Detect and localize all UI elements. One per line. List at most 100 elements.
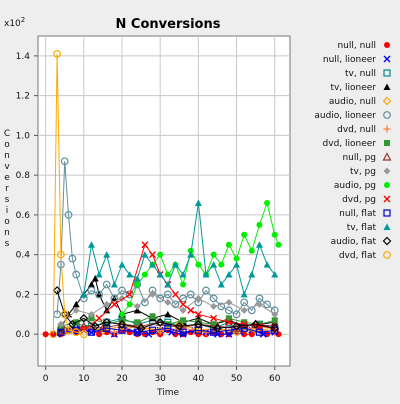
data-point-audio-pg <box>210 251 217 258</box>
y-axis-label-char: i <box>6 206 9 216</box>
data-point-tv-flat <box>133 275 141 282</box>
data-point-dvd-flat <box>72 328 81 337</box>
chart-title: N Conversions <box>116 17 221 32</box>
y-axis-label-char: v <box>4 162 10 172</box>
data-point-null-pg <box>98 323 108 332</box>
data-point-audio-pg <box>256 221 263 228</box>
data-point-audio-pg <box>233 255 240 262</box>
data-point-tv-pg <box>255 300 263 308</box>
legend-marker-audio-null <box>382 96 392 106</box>
legend-label: dvd, pg <box>342 195 376 205</box>
data-point-audio-lioneer <box>202 286 210 295</box>
y-tick-label: 0.4 <box>16 251 31 261</box>
data-point-tv-pg <box>240 306 248 314</box>
data-point-dvd-pg <box>141 241 149 249</box>
data-point-null-flat <box>210 328 218 336</box>
legend-label: tv, null <box>345 69 376 79</box>
data-point-audio-flat <box>90 321 100 331</box>
data-point-tv-flat <box>118 261 126 268</box>
legend-label: tv, pg <box>350 167 376 177</box>
x-tick-label: 10 <box>78 374 90 384</box>
legend-marker-dvd-pg <box>383 195 391 203</box>
y-tick-label: 0.8 <box>16 171 31 181</box>
series-audio-flat <box>52 286 280 333</box>
data-point-tv-lioneer <box>72 300 80 308</box>
data-point-tv-flat <box>233 261 241 268</box>
legend-label: audio, lioneer <box>314 111 376 121</box>
x-tick-label: 60 <box>269 374 281 384</box>
data-point-tv-lioneer <box>133 306 141 314</box>
data-point-null-lioneer <box>145 330 153 338</box>
data-point-audio-pg <box>241 231 248 238</box>
data-point-tv-flat <box>248 271 256 278</box>
data-point-audio-pg <box>141 271 148 278</box>
legend-item-null-null: null, null <box>337 41 390 51</box>
data-point-tv-flat <box>171 261 179 268</box>
data-point-tv-flat <box>80 290 88 298</box>
data-point-tv-flat <box>156 271 164 278</box>
data-point-dvd-pg <box>149 251 157 259</box>
data-point-tv-pg <box>210 302 218 310</box>
y-axis-label-char: e <box>4 173 10 183</box>
data-point-audio-flat <box>270 323 280 333</box>
series-dvd-flat <box>49 49 88 339</box>
data-point-dvd-pg <box>171 290 179 298</box>
data-point-dvd-null <box>110 328 118 336</box>
data-point-dvd-lioneer <box>271 317 278 324</box>
data-point-audio-flat <box>213 323 222 333</box>
data-point-tv-flat <box>271 271 279 278</box>
data-point-dvd-lioneer <box>134 319 141 326</box>
data-point-tv-lioneer <box>91 275 99 282</box>
y-axis-label-char: r <box>5 184 9 194</box>
legend-item-tv-null: tv, null <box>345 69 391 79</box>
legend-marker-null-pg <box>382 152 392 161</box>
y-tick-label: 1.4 <box>16 52 31 62</box>
data-point-null-null <box>241 331 248 338</box>
data-point-audio-lioneer <box>102 280 111 289</box>
data-point-tv-flat <box>149 261 157 268</box>
legend-item-dvd-null: dvd, null <box>337 125 391 135</box>
y-tick-label: 0.2 <box>16 290 30 300</box>
y-axis-label: Conversions <box>4 129 10 249</box>
legend-item-null-pg: null, pg <box>342 152 392 163</box>
data-point-tv-flat <box>179 271 187 278</box>
data-point-audio-pg <box>195 261 202 268</box>
y-axis-label-char: n <box>4 228 10 238</box>
data-point-tv-flat <box>263 261 271 268</box>
data-point-null-null <box>42 331 49 338</box>
data-point-dvd-flat <box>57 250 65 259</box>
legend-marker-tv-null <box>383 69 391 77</box>
legend-label: null, pg <box>342 153 376 163</box>
data-point-audio-pg <box>264 199 271 206</box>
data-point-audio-lioneer <box>240 298 249 307</box>
data-point-audio-lioneer <box>156 294 165 303</box>
legend-item-tv-pg: tv, pg <box>350 167 391 177</box>
data-point-audio-flat <box>52 286 62 295</box>
data-point-tv-pg <box>271 310 279 318</box>
data-point-audio-flat <box>251 319 260 329</box>
data-point-audio-pg <box>225 241 232 248</box>
x-tick-label: 20 <box>116 374 128 384</box>
data-point-tv-flat <box>240 290 248 298</box>
data-point-audio-pg <box>218 261 225 268</box>
data-point-tv-lioneer <box>240 322 248 330</box>
legend-marker-audio-pg <box>384 182 390 188</box>
data-point-dvd-flat <box>60 310 69 319</box>
legend-item-tv-flat: tv, flat <box>347 223 391 233</box>
y-axis-label-char: o <box>4 140 10 150</box>
series-line-audio-flat <box>56 290 275 329</box>
legend-marker-dvd-flat <box>383 251 391 259</box>
legend-item-null-lioneer: null, lioneer <box>323 55 391 65</box>
data-point-tv-pg <box>57 320 65 328</box>
series-line-tv-flat <box>83 202 276 297</box>
legend-label: null, flat <box>339 209 376 219</box>
data-point-audio-pg <box>119 311 125 318</box>
series-line-audio-lioneer <box>56 161 276 315</box>
legend-marker-audio-flat <box>382 236 392 246</box>
series-layer <box>42 49 282 339</box>
data-point-audio-lioneer <box>68 254 77 263</box>
data-point-audio-pg <box>271 231 278 238</box>
data-point-dvd-null <box>202 328 210 336</box>
